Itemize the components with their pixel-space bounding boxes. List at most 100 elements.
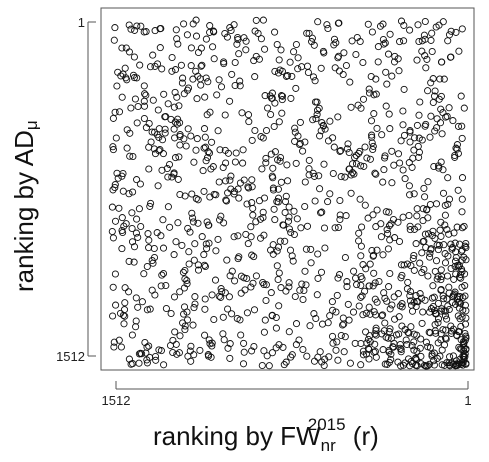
- data-point: [168, 67, 176, 75]
- data-point: [447, 329, 455, 337]
- data-point: [460, 104, 468, 112]
- data-point: [368, 131, 376, 139]
- data-point: [215, 178, 223, 186]
- data-point: [133, 176, 141, 184]
- data-point: [217, 83, 226, 91]
- data-point: [187, 62, 195, 70]
- data-point: [205, 149, 214, 157]
- data-point: [399, 213, 407, 221]
- data-point: [234, 255, 242, 263]
- data-point: [367, 72, 375, 81]
- data-point: [438, 130, 446, 138]
- data-point: [333, 291, 341, 299]
- data-point: [175, 102, 183, 110]
- data-point: [262, 154, 270, 162]
- data-point: [458, 208, 466, 216]
- data-point: [329, 339, 337, 347]
- data-point: [239, 360, 248, 368]
- data-point: [439, 189, 448, 197]
- data-point: [416, 98, 424, 106]
- data-point: [449, 352, 457, 360]
- data-point: [437, 286, 445, 294]
- data-point: [213, 91, 221, 99]
- data-point: [248, 136, 256, 144]
- data-point: [180, 20, 188, 28]
- data-point: [444, 174, 452, 182]
- data-point: [194, 48, 203, 57]
- data-point: [314, 274, 322, 282]
- data-point: [247, 223, 255, 231]
- data-point: [247, 283, 255, 291]
- data-point: [433, 354, 441, 362]
- data-point: [324, 319, 332, 327]
- data-point: [310, 41, 318, 49]
- data-point: [208, 339, 216, 347]
- data-point: [180, 135, 188, 143]
- data-point: [400, 37, 408, 45]
- data-point: [175, 153, 183, 161]
- data-point: [110, 343, 118, 351]
- data-point: [243, 274, 251, 283]
- data-point: [208, 342, 216, 350]
- data-point: [237, 331, 245, 339]
- data-point: [431, 310, 440, 318]
- data-point: [201, 133, 209, 141]
- data-point: [368, 133, 376, 141]
- data-point: [413, 212, 421, 220]
- data-point: [108, 227, 116, 236]
- data-point: [242, 230, 250, 238]
- data-point: [274, 185, 282, 193]
- data-point: [458, 25, 466, 33]
- data-point: [425, 360, 433, 368]
- data-point: [436, 226, 444, 234]
- data-point: [184, 224, 192, 232]
- data-point: [426, 249, 434, 257]
- data-point: [450, 229, 458, 237]
- data-point: [352, 50, 360, 59]
- data-point: [368, 28, 376, 36]
- data-point: [244, 240, 252, 248]
- data-point: [339, 314, 347, 322]
- data-point: [356, 195, 364, 203]
- data-point: [414, 21, 422, 29]
- data-point: [445, 195, 454, 203]
- data-point: [383, 226, 391, 234]
- data-point: [240, 348, 248, 356]
- data-point: [460, 356, 468, 364]
- data-point: [443, 226, 451, 234]
- data-point: [108, 203, 116, 211]
- data-point: [449, 117, 457, 125]
- data-point: [131, 26, 139, 34]
- data-point: [361, 201, 369, 209]
- data-point: [389, 215, 398, 224]
- data-point: [411, 134, 419, 142]
- data-point: [173, 93, 181, 101]
- data-point: [301, 178, 309, 186]
- data-point: [243, 200, 251, 208]
- data-point: [194, 196, 202, 204]
- data-point: [154, 106, 162, 114]
- data-point: [241, 286, 249, 294]
- data-point: [292, 341, 300, 349]
- data-point: [298, 63, 306, 71]
- data-point: [371, 169, 379, 177]
- data-point: [405, 329, 413, 337]
- data-point: [439, 326, 447, 334]
- data-point: [154, 182, 162, 190]
- data-point: [198, 61, 206, 69]
- data-point: [164, 173, 172, 181]
- data-point: [271, 28, 279, 36]
- data-point: [341, 253, 349, 262]
- data-point: [326, 190, 334, 198]
- data-point: [420, 361, 429, 369]
- data-point: [228, 310, 236, 318]
- data-point: [268, 172, 276, 180]
- data-point: [230, 233, 238, 241]
- data-point: [286, 246, 295, 254]
- data-point: [205, 239, 213, 247]
- data-point: [379, 346, 387, 354]
- data-point: [225, 293, 233, 301]
- data-point: [140, 97, 148, 105]
- data-point: [177, 61, 185, 69]
- data-point: [448, 243, 457, 252]
